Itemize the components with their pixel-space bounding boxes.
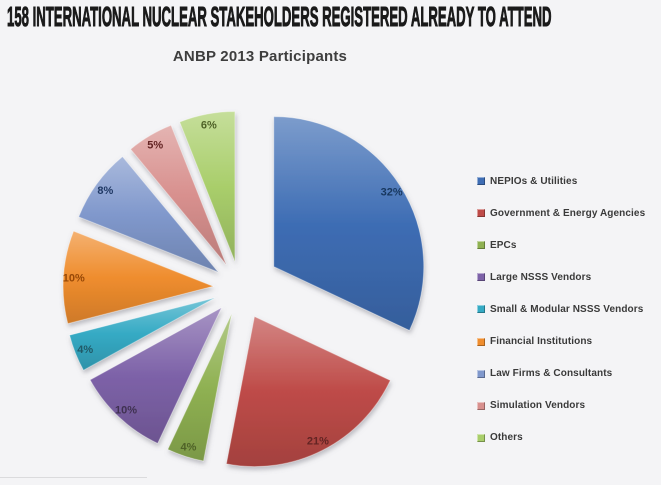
legend-item-small-modular-nsss-vendors: Small & Modular NSSS Vendors xyxy=(477,302,643,316)
legend-label: Simulation Vendors xyxy=(490,400,586,412)
legend-item-financial-institutions: Financial Institutions xyxy=(477,335,592,349)
legend-swatch-nepios-utilities xyxy=(477,177,485,185)
legend-label: Others xyxy=(490,432,523,444)
pie-slice-large-nsss-vendors xyxy=(89,306,223,445)
legend-label: Financial Institutions xyxy=(490,336,593,347)
pie-slice-others xyxy=(179,110,236,262)
pie-slice-epcs xyxy=(167,313,233,462)
legend-swatch-epcs xyxy=(477,241,485,250)
legend-label: Large NSSS Vendors xyxy=(490,271,592,283)
legend-swatch-law-firms-consultants xyxy=(477,369,485,378)
legend-swatch-simulation-vendors xyxy=(477,401,485,410)
pie-slice-data-label: 21% xyxy=(307,436,329,448)
legend-item-large-nsss-vendors: Large NSSS Vendors xyxy=(477,270,591,284)
cropped-element-edge xyxy=(0,477,147,478)
pie-slice-data-label: 5% xyxy=(147,140,163,152)
legend-item-simulation-vendors: Simulation Vendors xyxy=(477,399,585,413)
legend-item-epcs: EPCs xyxy=(477,238,517,252)
legend-item-law-firms-consultants: Law Firms & Consultants xyxy=(477,367,612,381)
legend-item-nepios-utilities: NEPIOs & Utilities xyxy=(477,174,577,188)
page-title: 158 INTERNATIONAL NUCLEAR STAKEHOLDERS R… xyxy=(7,1,552,32)
legend-label: Government & Energy Agencies xyxy=(490,207,646,219)
legend-label: EPCs xyxy=(490,239,517,251)
legend-label: NEPIOs & Utilities xyxy=(490,175,578,187)
legend-item-government-energy-agencies: Government & Energy Agencies xyxy=(477,206,645,220)
legend-item-others: Others xyxy=(477,431,523,445)
pie-slice-data-label: 6% xyxy=(201,119,217,131)
legend-swatch-small-modular-nsss-vendors xyxy=(477,305,485,314)
legend-swatch-others xyxy=(477,433,485,442)
legend-label: Law Firms & Consultants xyxy=(490,368,613,380)
legend-swatch-government-energy-agencies xyxy=(477,209,485,218)
pie-slice-data-label: 10% xyxy=(63,272,85,284)
pie-slice-small-modular-nsss-vendors xyxy=(68,297,216,371)
legend-swatch-financial-institutions xyxy=(477,337,485,346)
legend-label: Small & Modular NSSS Vendors xyxy=(490,303,644,315)
pie-chart: 32% 21% 4% 10% 4% 10% 8% 5% 6% xyxy=(62,110,425,468)
pie-slice-financial-institutions xyxy=(62,230,215,325)
pie-slice-data-label: 32% xyxy=(381,187,403,199)
pie-slice-data-label: 10% xyxy=(115,404,137,416)
pie-slice-law-firms-consultants xyxy=(78,155,219,273)
pie-slice-nepios-utilities xyxy=(273,116,425,332)
chart-title: ANBP 2013 Participants xyxy=(172,48,348,65)
pie-slice-data-label: 4% xyxy=(181,441,197,453)
pie-slice-data-label: 4% xyxy=(77,344,93,356)
pie-slice-data-label: 8% xyxy=(97,185,113,197)
legend-swatch-large-nsss-vendors xyxy=(477,273,485,282)
pie-slice-simulation-vendors xyxy=(129,124,227,266)
pie-slice-government-energy-agencies xyxy=(225,315,391,468)
